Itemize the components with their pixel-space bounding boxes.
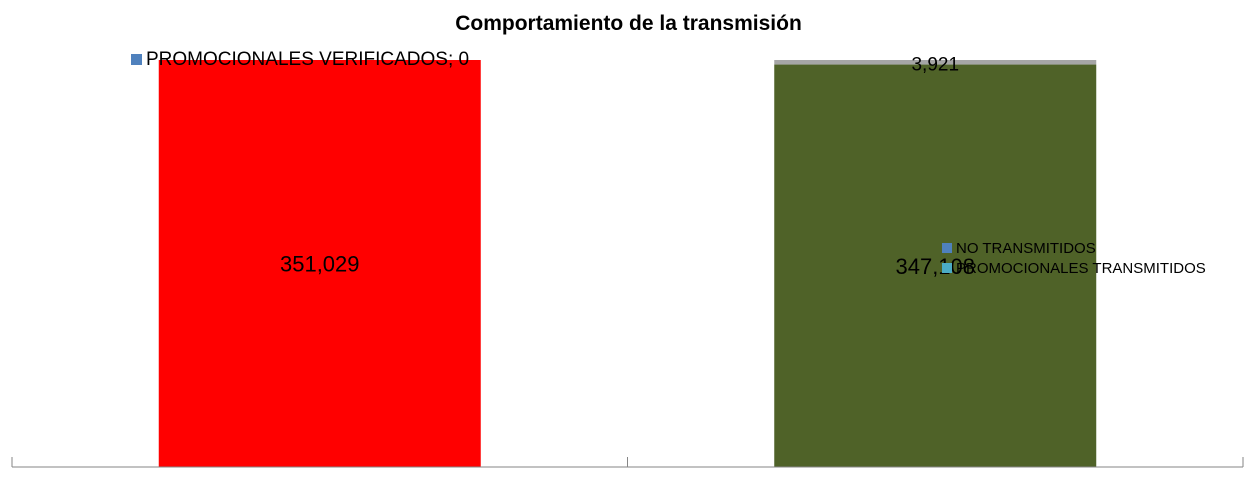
data-label-2-series-3: 3,921: [911, 54, 959, 75]
chart-title: Comportamiento de la transmisión: [455, 12, 802, 35]
bars-layer: [158, 60, 1097, 467]
data-labels-layer: 351,029 347,108 3,921: [280, 54, 975, 279]
bar-2-series-3: [774, 60, 1097, 65]
legend-label-1-1: PROMOCIONALES VERIFICADOS; 0: [146, 49, 469, 70]
legend-swatch-2-1: [942, 243, 952, 253]
legend-layer: PROMOCIONALES VERIFICADOS; 0 NO TRANSMITI…: [131, 49, 1206, 277]
data-label-2-series-2: 347,108: [895, 254, 975, 279]
legend-swatch-2-2: [942, 263, 952, 273]
bar-1-series-1: [158, 60, 481, 467]
legend-label-2-1: NO TRANSMITIDOS: [956, 240, 1096, 257]
legend-label-2-2: PROMOCIONALES TRANSMITIDOS: [956, 260, 1206, 277]
x-axis: [11, 457, 1244, 468]
bar-2-series-2: [774, 64, 1097, 467]
legend-swatch-1-1: [131, 54, 142, 65]
data-label-1-series-1: 351,029: [280, 252, 360, 277]
